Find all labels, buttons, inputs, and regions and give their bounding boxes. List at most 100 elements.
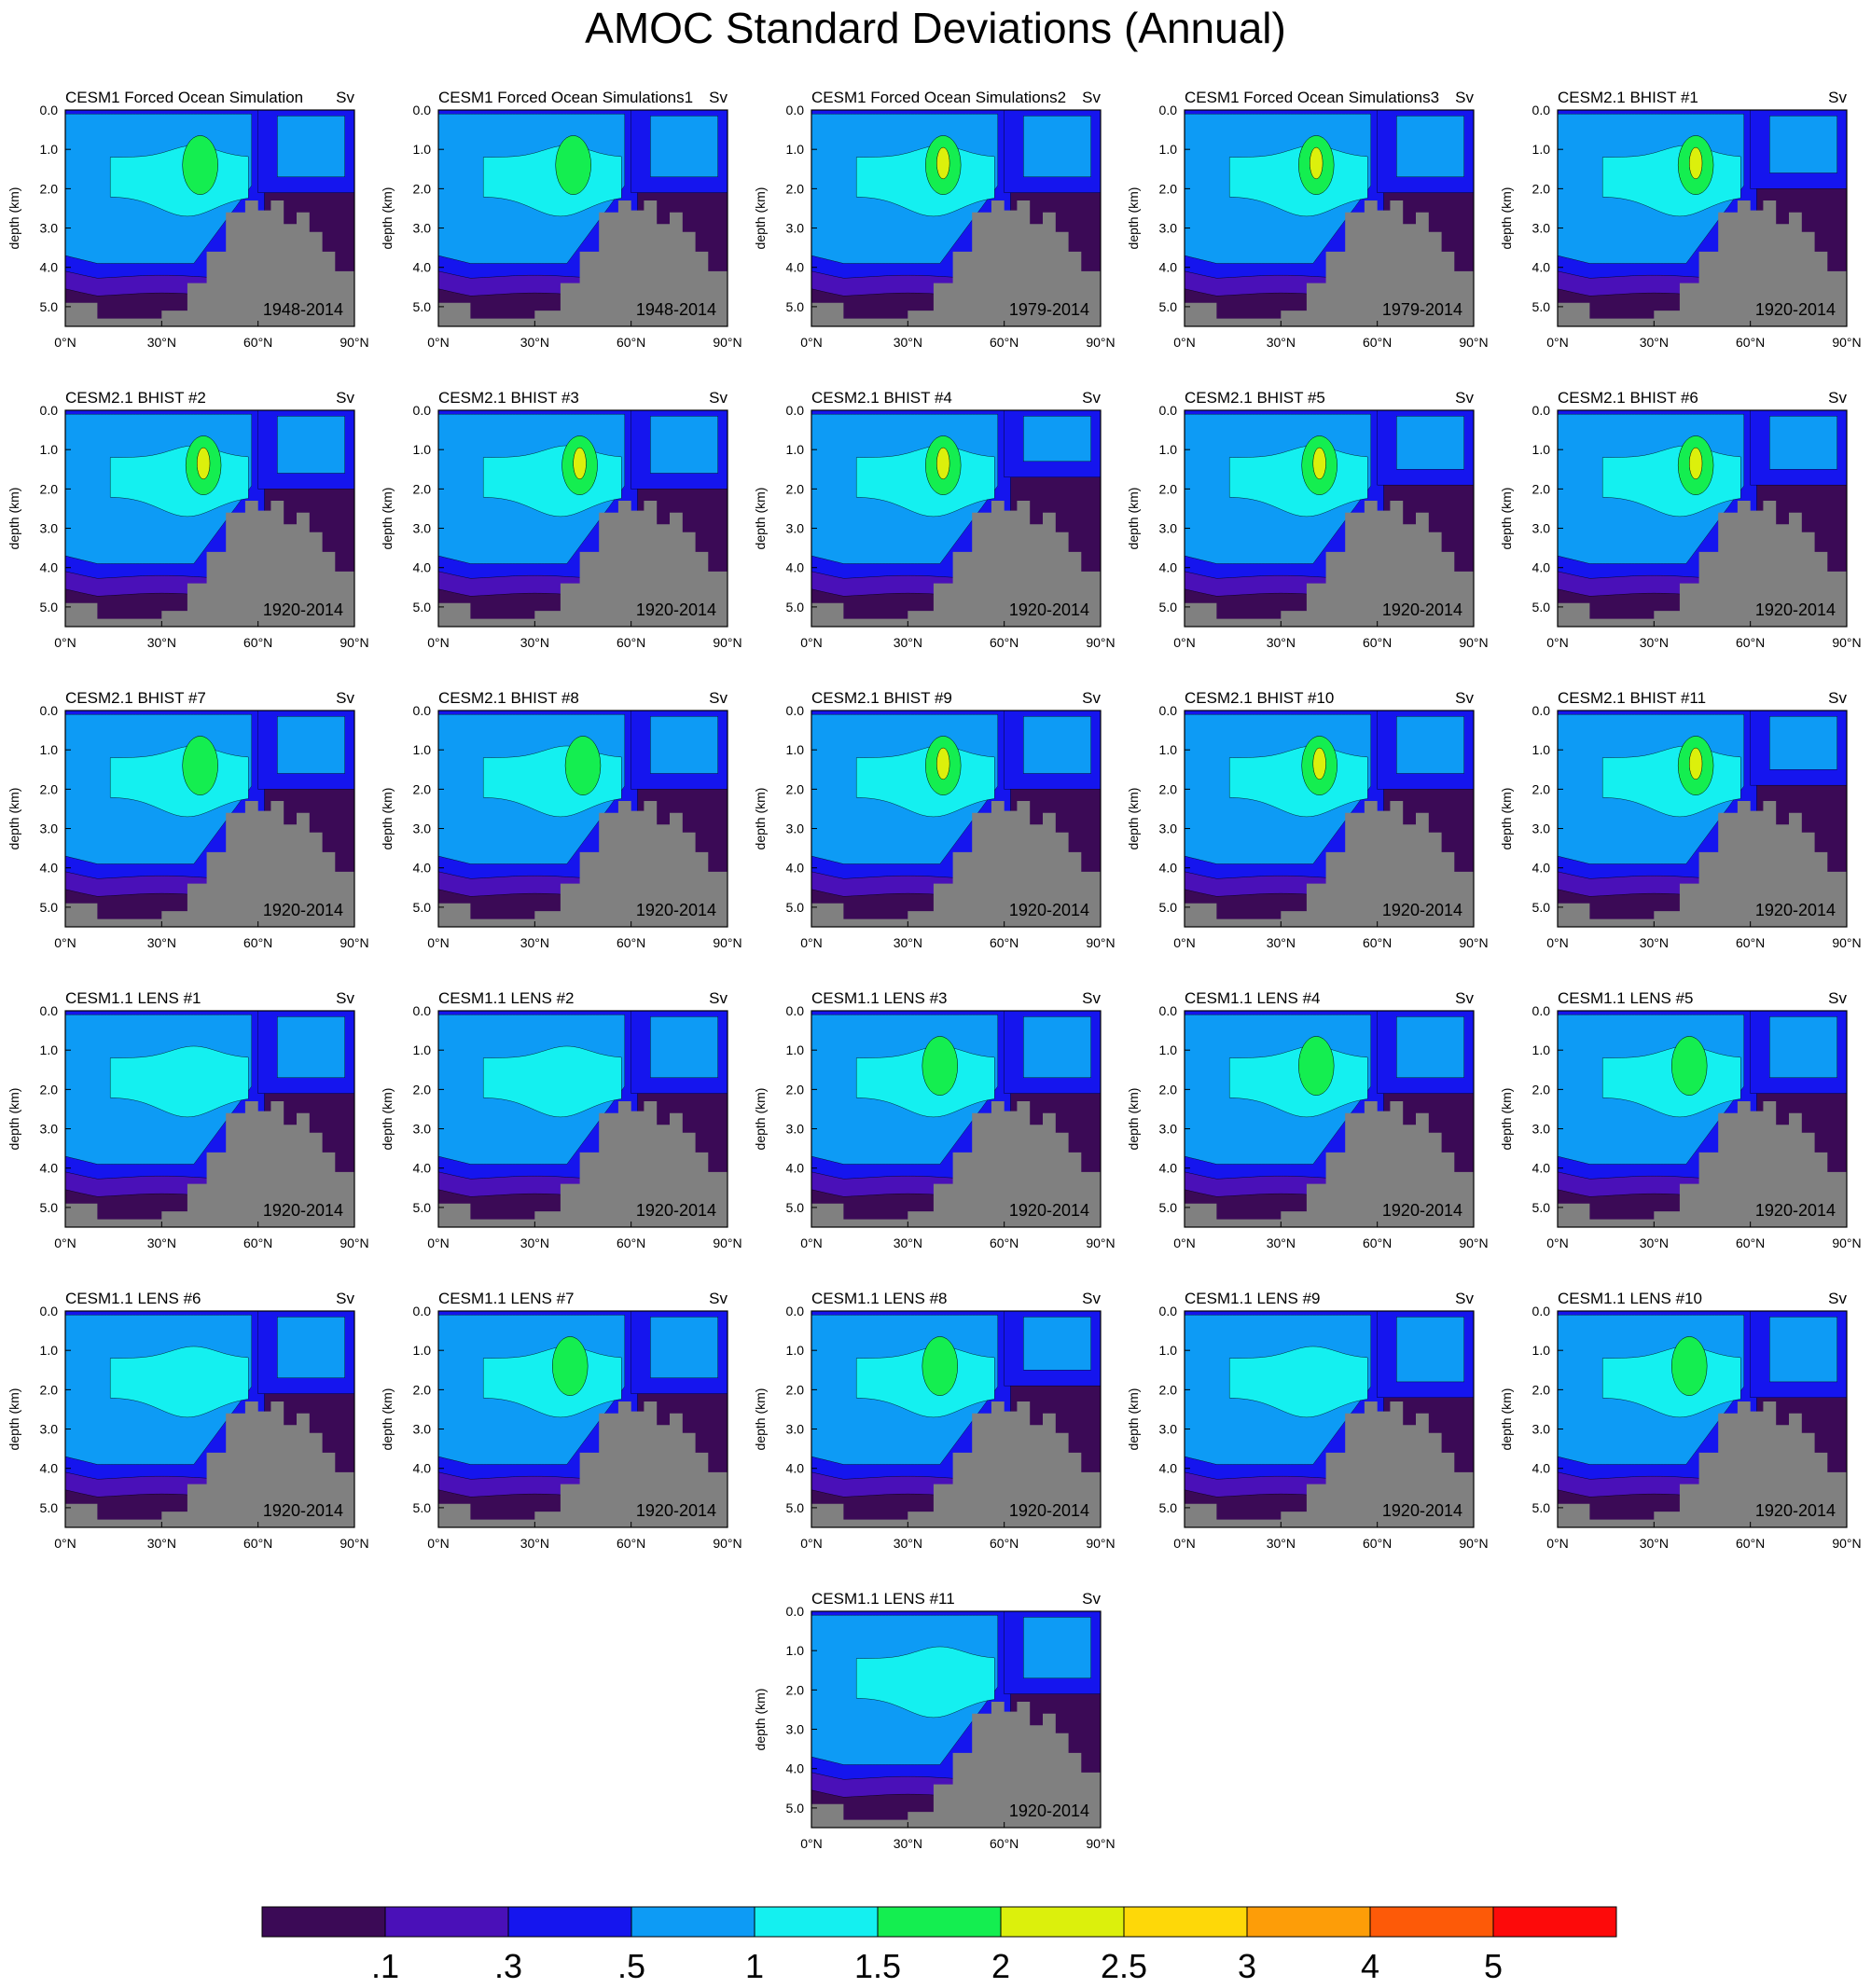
x-tick-label: 0°N [54,335,76,350]
y-tick-label: 4.0 [786,1761,805,1776]
panel-units: Sv [1828,1290,1847,1307]
x-tick-label: 30°N [894,1836,922,1851]
topography [438,501,728,627]
x-tick-label: 30°N [894,935,922,950]
level-3-nordic [1396,416,1464,470]
period-label: 1920-2014 [263,901,343,919]
y-tick-label: 3.0 [786,821,805,836]
y-tick-label: 2.0 [1532,181,1551,196]
x-tick-label: 90°N [713,635,741,650]
y-axis-label: depth (km) [380,1088,395,1151]
panel-9-plot: CESM2.1 BHIST #5 Sv 0.0 1.0 2.0 3.0 4.0 5.0 dept… [1126,389,1489,650]
panel-19: CESM1.1 LENS #4 Sv 0.0 1.0 2.0 3.0 4.0 5.0 depth… [1119,973,1492,1274]
y-axis-label: depth (km) [380,488,395,550]
period-label: 1920-2014 [636,601,716,619]
figure-title: AMOC Standard Deviations (Annual) [585,4,1286,52]
y-tick-label: 5.0 [786,299,805,314]
x-tick-label: 90°N [1086,335,1115,350]
y-tick-label: 4.0 [40,260,59,275]
topography [438,200,728,326]
x-tick-label: 60°N [990,335,1019,350]
x-tick-label: 0°N [1546,1536,1569,1551]
y-tick-label: 0.0 [786,1304,805,1318]
x-tick-label: 30°N [1640,335,1669,350]
x-tick-label: 90°N [1832,1536,1861,1551]
x-tick-label: 30°N [894,635,922,650]
panel-title: CESM1 Forced Ocean Simulation [65,89,303,106]
panel-25-plot: CESM1.1 LENS #10 Sv 0.0 1.0 2.0 3.0 4.0 5.0 dept… [1499,1290,1862,1551]
level-3-nordic [277,716,345,774]
x-tick-label: 90°N [1459,935,1488,950]
panel-18: CESM1.1 LENS #3 Sv 0.0 1.0 2.0 3.0 4.0 5.0 depth… [746,973,1119,1274]
topography [1185,1101,1474,1227]
y-tick-label: 1.0 [413,442,432,457]
y-tick-label: 5.0 [1532,600,1551,614]
field [1558,711,1847,927]
panel-20: CESM1.1 LENS #5 Sv 0.0 1.0 2.0 3.0 4.0 5.0 depth… [1492,973,1865,1274]
y-tick-label: 5.0 [40,299,59,314]
panel-3-plot: CESM1 Forced Ocean Simulations2 Sv 0.0 1.0 2… [753,89,1116,350]
y-tick-label: 0.0 [413,1304,432,1318]
topography [65,801,354,927]
period-label: 1920-2014 [1009,901,1089,919]
panel-units: Sv [709,1290,728,1307]
y-tick-label: 2.0 [413,181,432,196]
x-tick-label: 0°N [1173,1536,1196,1551]
y-tick-label: 4.0 [1532,560,1551,575]
y-tick-label: 0.0 [786,403,805,418]
x-tick-label: 0°N [54,1236,76,1250]
topography [811,200,1101,326]
period-label: 1920-2014 [1009,1501,1089,1520]
panel-26: CESM1.1 LENS #11 Sv 0.0 1.0 2.0 3.0 4.0 5.0 dept… [746,1574,1119,1874]
level-4-band [483,1045,622,1118]
y-tick-label: 5.0 [1532,299,1551,314]
x-tick-label: 60°N [243,1236,272,1250]
y-tick-label: 0.0 [786,703,805,718]
topography [438,1401,728,1527]
panel-17: CESM1.1 LENS #2 Sv 0.0 1.0 2.0 3.0 4.0 5.0 depth… [373,973,746,1274]
panel-title: CESM1.1 LENS #3 [811,989,948,1007]
x-tick-label: 30°N [147,335,176,350]
x-tick-label: 0°N [1173,635,1196,650]
y-tick-label: 1.0 [40,1343,59,1358]
panel-title: CESM2.1 BHIST #3 [438,389,579,407]
x-tick-label: 90°N [340,335,368,350]
x-tick-label: 0°N [800,1236,823,1250]
y-tick-label: 4.0 [786,1161,805,1176]
y-axis-label: depth (km) [753,1388,768,1451]
y-tick-label: 1.0 [786,742,805,757]
topography [1558,501,1847,627]
y-tick-label: 1.0 [413,742,432,757]
panel-14-plot: CESM2.1 BHIST #10 Sv 0.0 1.0 2.0 3.0 4.0 5.0 dep… [1126,689,1489,950]
y-tick-label: 3.0 [413,221,432,236]
y-axis-label: depth (km) [380,1388,395,1451]
level-6-core [936,146,950,180]
level-4-band [856,1646,995,1719]
x-tick-label: 90°N [340,1536,368,1551]
y-tick-label: 1.0 [786,1343,805,1358]
level-6-core [196,447,211,480]
plot-frame [64,710,355,928]
level-3-nordic [277,116,345,177]
y-tick-label: 4.0 [786,560,805,575]
colorbar-svg: .1 .3 .5 1 1.5 2 2.5 3 4 5 [261,1906,1617,1985]
y-tick-label: 0.0 [1159,103,1178,117]
y-tick-label: 3.0 [40,1122,59,1137]
topography [1185,200,1474,326]
panel-units: Sv [709,389,728,407]
panel-24-plot: CESM1.1 LENS #9 Sv 0.0 1.0 2.0 3.0 4.0 5.0 depth… [1126,1290,1489,1551]
panel-9: CESM2.1 BHIST #5 Sv 0.0 1.0 2.0 3.0 4.0 5.0 dept… [1119,373,1492,673]
level-3-nordic [1769,116,1837,173]
period-label: 1920-2014 [1382,901,1462,919]
x-tick-label: 30°N [1267,935,1296,950]
y-tick-label: 5.0 [1159,1500,1178,1515]
x-tick-label: 60°N [243,335,272,350]
colorbar-swatch [261,1906,386,1938]
level-3-nordic [1769,416,1837,470]
y-tick-label: 3.0 [786,1422,805,1437]
panel-title: CESM1.1 LENS #4 [1185,989,1321,1007]
x-tick-label: 60°N [1363,1536,1392,1551]
level-3-nordic [277,416,345,474]
panel-6-plot: CESM2.1 BHIST #2 Sv 0.0 1.0 2.0 3.0 4.0 5.0 dept… [7,389,369,650]
x-tick-label: 30°N [1267,1536,1296,1551]
